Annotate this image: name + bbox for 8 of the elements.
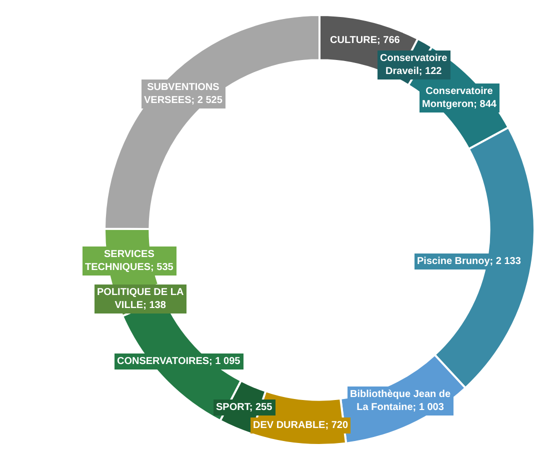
slice-label: Piscine Brunoy; 2 133: [417, 256, 522, 267]
slice-label: CULTURE; 766: [330, 35, 400, 46]
slice-label: SUBVENTIONS VERSEES; 2 525: [144, 82, 223, 106]
slice-label: SPORT; 255: [216, 402, 273, 413]
slice-label: CONSERVATOIRES; 1 095: [117, 356, 241, 367]
slice-label: Conservatoire Montgeron; 844: [422, 86, 497, 110]
slice-label: DEV DURABLE; 720: [253, 420, 348, 431]
slice-label: Bibliothèque Jean de La Fontaine; 1 003: [350, 389, 452, 413]
